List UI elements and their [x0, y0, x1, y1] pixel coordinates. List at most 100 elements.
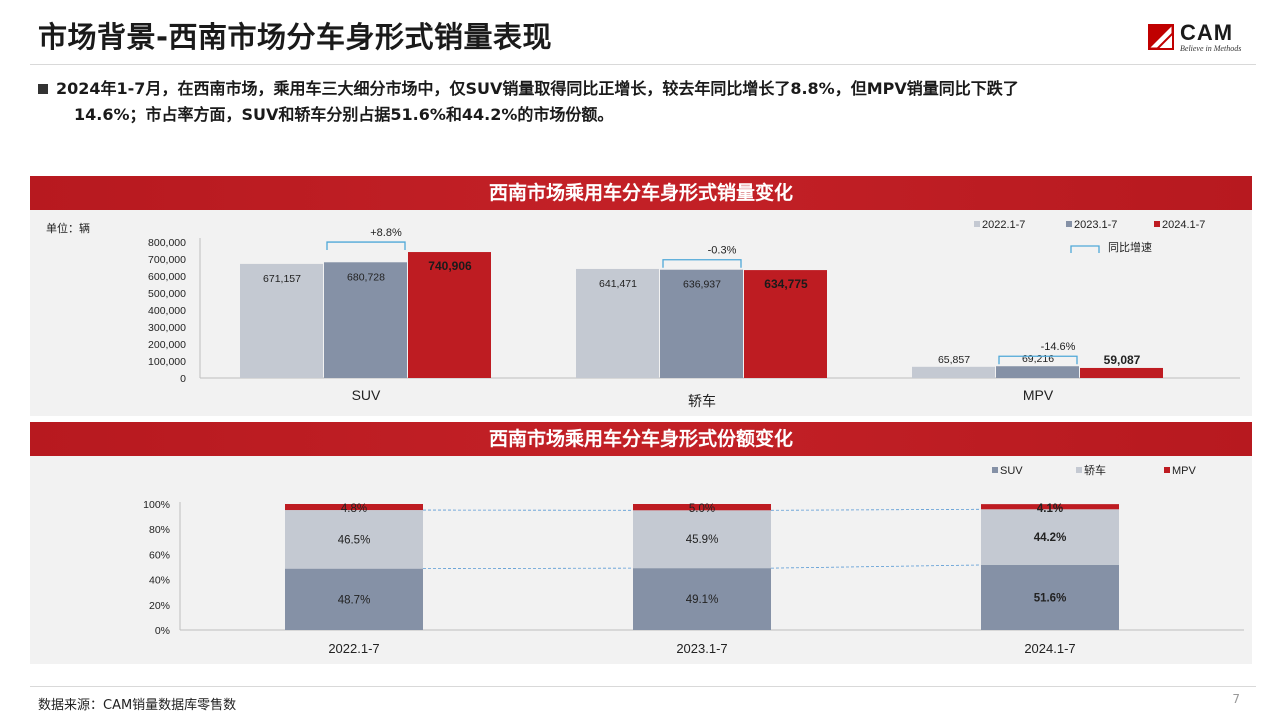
stack-connector-line: [770, 508, 982, 511]
volume-chart-title: 西南市场乘用车分车身形式销量变化: [30, 176, 1252, 210]
bar-MPV-2024.1-7: [1080, 367, 1163, 378]
y-tick-label: 700,000: [148, 254, 186, 266]
bar-MPV-2023.1-7: [996, 366, 1079, 378]
legend-swatch: [1076, 467, 1082, 473]
category-label: 2022.1-7: [328, 641, 379, 656]
share-chart-title: 西南市场乘用车分车身形式份额变化: [30, 422, 1252, 456]
category-label: MPV: [1023, 387, 1054, 403]
bar-data-label: 740,906: [428, 259, 472, 273]
y-tick-label: 0: [180, 373, 186, 385]
bar-data-label: 59,087: [1104, 353, 1141, 367]
volume-bar-chart: 单位：辆 0 100,000 200,000 300,000 400,000 500,000…: [46, 219, 1240, 409]
stack-data-label: 4.8%: [341, 503, 367, 515]
y-tick-label: 100,000: [148, 356, 186, 368]
page-number: 7: [1232, 692, 1240, 706]
stack-轿车-2023.1-7: [633, 510, 771, 569]
legend-swatch: [1154, 221, 1160, 227]
stack-data-label: 44.2%: [1034, 532, 1067, 544]
bar-轿车-2024.1-7: [744, 270, 827, 378]
stack-data-label: 48.7%: [338, 594, 371, 606]
growth-legend-bracket: [1070, 245, 1100, 253]
y-tick-label: 400,000: [148, 305, 186, 317]
title-divider: [30, 64, 1256, 65]
legend-label: 轿车: [1084, 463, 1106, 477]
bar-MPV-2022.1-7: [912, 366, 995, 378]
stack-connector-line: [422, 567, 634, 570]
bar-data-label: 671,157: [263, 273, 301, 285]
bar-轿车-2022.1-7: [576, 268, 659, 378]
growth-bracket: [998, 355, 1078, 365]
legend-swatch: [1164, 467, 1170, 473]
category-label: 2024.1-7: [1024, 641, 1075, 656]
share-stacked-bar-chart: 0% 20% 40% 60% 80% 100% 48.7% 46.5% 4.8% 2022.1-7…: [143, 463, 1244, 656]
footer-divider: [30, 686, 1256, 687]
stack-data-label: 51.6%: [1034, 592, 1067, 604]
logo-text: CAM: [1180, 20, 1234, 45]
stack-MPV-2023.1-7: [633, 504, 771, 511]
summary-line-2: 14.6%；市占率方面，SUV和轿车分别占据51.6%和44.2%的市场份额。: [74, 105, 614, 124]
stack-MPV-2024.1-7: [981, 504, 1119, 510]
bar-轿车-2023.1-7: [660, 269, 743, 378]
y-tick-label: 800,000: [148, 237, 186, 249]
legend-swatch: [974, 221, 980, 227]
cam-logo: CAM Believe in Methods: [1148, 20, 1254, 56]
logo-slogan: Believe in Methods: [1180, 44, 1242, 53]
growth-bracket: [662, 259, 742, 268]
bar-data-label: 636,937: [683, 279, 721, 291]
stack-轿车-2022.1-7: [285, 510, 423, 569]
legend-label: 2024.1-7: [1162, 219, 1205, 231]
summary-text: 2024年1-7月，在西南市场，乘用车三大细分市场中，仅SUV销量取得同比正增长…: [38, 76, 1236, 128]
share-chart-panel: 西南市场乘用车分车身形式份额变化 0% 20% 40% 60% 80% 100% 48.7%…: [30, 422, 1252, 664]
summary-line-1: 2024年1-7月，在西南市场，乘用车三大细分市场中，仅SUV销量取得同比正增长…: [56, 79, 1019, 98]
growth-label: -0.3%: [708, 245, 737, 257]
bar-SUV-2022.1-7: [240, 263, 323, 378]
stack-data-label: 5.0%: [689, 503, 715, 515]
legend-label: 2023.1-7: [1074, 219, 1117, 231]
stack-SUV-2022.1-7: [285, 568, 423, 630]
bar-data-label: 641,471: [599, 278, 637, 290]
unit-label: 单位：辆: [46, 221, 90, 235]
legend-label: MPV: [1172, 465, 1197, 477]
stack-SUV-2024.1-7: [981, 564, 1119, 630]
y-tick-label: 40%: [149, 575, 170, 587]
legend-swatch: [1066, 221, 1072, 227]
volume-chart-panel: 西南市场乘用车分车身形式销量变化 单位：辆 0 100,000 200,000 300,…: [30, 176, 1252, 416]
stack-轿车-2024.1-7: [981, 509, 1119, 565]
bar-data-label: 69,216: [1022, 353, 1054, 365]
bar-data-label: 65,857: [938, 354, 970, 366]
stack-connector-line: [770, 564, 982, 569]
stack-SUV-2023.1-7: [633, 568, 771, 630]
growth-bracket: [326, 241, 406, 251]
cam-logo-icon: [1148, 24, 1174, 50]
category-label: 轿车: [688, 393, 716, 409]
growth-legend-label: 同比增速: [1108, 240, 1152, 254]
bar-data-label: 680,728: [347, 271, 385, 283]
stack-data-label: 49.1%: [686, 594, 719, 606]
y-tick-label: 500,000: [148, 288, 186, 300]
legend-label: 2022.1-7: [982, 219, 1025, 231]
legend-label: SUV: [1000, 465, 1023, 477]
bar-SUV-2023.1-7: [324, 262, 407, 378]
y-tick-label: 80%: [149, 524, 170, 536]
growth-label: -14.6%: [1041, 341, 1076, 353]
category-label: 2023.1-7: [676, 641, 727, 656]
y-tick-label: 300,000: [148, 322, 186, 334]
stack-data-label: 4.1%: [1037, 503, 1063, 515]
y-tick-label: 20%: [149, 600, 170, 612]
data-source: 数据来源：CAM销量数据库零售数: [38, 698, 237, 713]
category-label: SUV: [352, 387, 381, 403]
page-title: 市场背景-西南市场分车身形式销量表现: [38, 20, 553, 54]
y-tick-label: 60%: [149, 549, 170, 561]
square-bullet-icon: [38, 84, 48, 94]
y-tick-label: 100%: [143, 499, 170, 511]
y-tick-label: 600,000: [148, 271, 186, 283]
y-tick-label: 200,000: [148, 339, 186, 351]
legend-swatch: [992, 467, 998, 473]
stack-data-label: 46.5%: [338, 534, 371, 546]
stack-data-label: 45.9%: [686, 534, 719, 546]
y-tick-label: 0%: [155, 625, 170, 637]
bar-SUV-2024.1-7: [408, 252, 491, 378]
bar-data-label: 634,775: [764, 277, 808, 291]
growth-label: +8.8%: [370, 227, 402, 239]
stack-MPV-2022.1-7: [285, 504, 423, 511]
